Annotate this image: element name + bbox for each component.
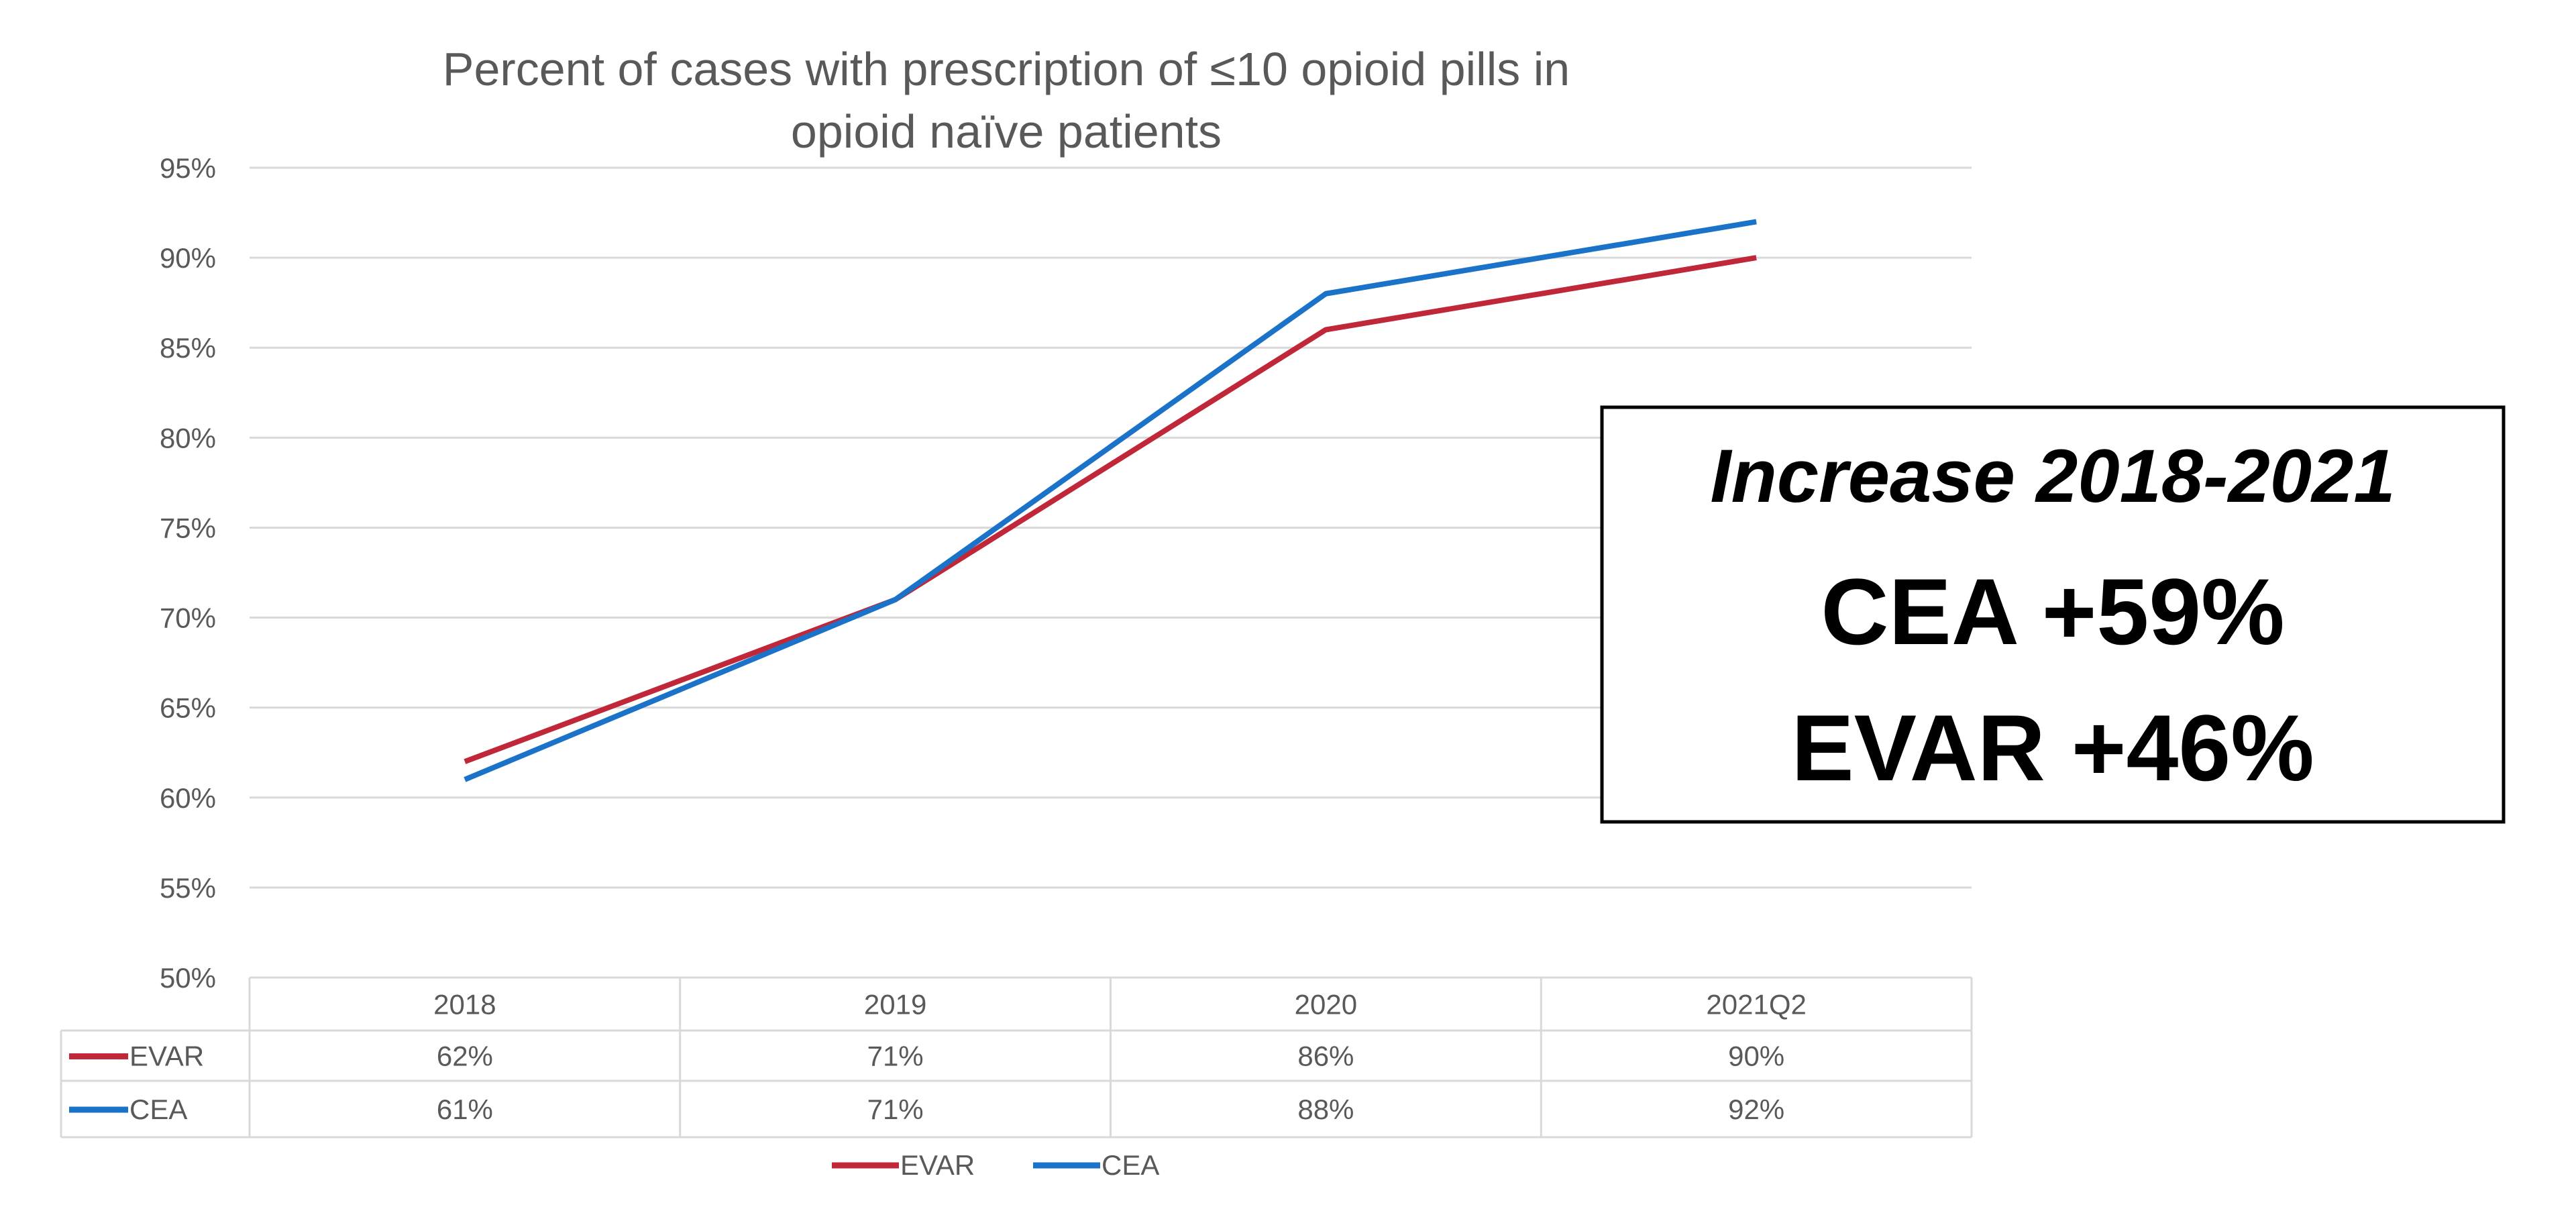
legend: EVAR CEA [832,1149,1159,1181]
table-value: 62% [437,1041,493,1072]
annotation-heading: Increase 2018-2021 [1710,434,2395,518]
y-tick-label: 70% [160,602,216,634]
table-value: 71% [867,1094,924,1125]
y-tick-label: 65% [160,692,216,724]
y-tick-label: 75% [160,512,216,543]
x-category-label: 2018 [433,989,496,1020]
y-tick-label: 50% [160,962,216,994]
annotation-box: Increase 2018-2021 CEA +59% EVAR +46% [1600,405,2506,824]
y-tick-label: 95% [160,152,216,184]
series-line-cea [464,219,1757,782]
y-tick-label: 85% [160,332,216,364]
y-tick-label: 90% [160,242,216,274]
legend-label: CEA [1102,1149,1159,1181]
y-tick-label: 60% [160,782,216,814]
annotation-cea: CEA +59% [1821,559,2284,664]
series-lines [464,219,1757,782]
legend-label: EVAR [900,1149,975,1181]
gridlines [250,166,1972,889]
table-value: 88% [1297,1094,1354,1125]
table-value: 92% [1728,1094,1784,1125]
x-category-label: 2020 [1295,989,1357,1020]
y-tick-label: 55% [160,872,216,904]
chart-title-line-2: opioid naïve patients [791,105,1222,158]
y-axis-ticks: 50% 55% 60% 65% 70% 75% 80% 85% 90% 95% [160,152,216,994]
annotation-evar: EVAR +46% [1791,695,2314,800]
table-value: 71% [867,1041,924,1072]
x-category-label: 2021Q2 [1706,989,1806,1020]
y-tick-label: 80% [160,422,216,454]
table-value: 61% [437,1094,493,1125]
table-value: 90% [1728,1041,1784,1072]
data-table: 2018 2019 2020 2021Q2 EVAR 62% 71% 86% 90% CEA 61%… [60,976,1973,1139]
x-category-label: 2019 [864,989,926,1020]
series-line-evar [464,255,1757,764]
table-value: 86% [1297,1041,1354,1072]
table-series-name: EVAR [129,1041,204,1072]
chart-title-line-1: Percent of cases with prescription of ≤1… [443,43,1570,95]
table-series-name: CEA [129,1094,187,1125]
